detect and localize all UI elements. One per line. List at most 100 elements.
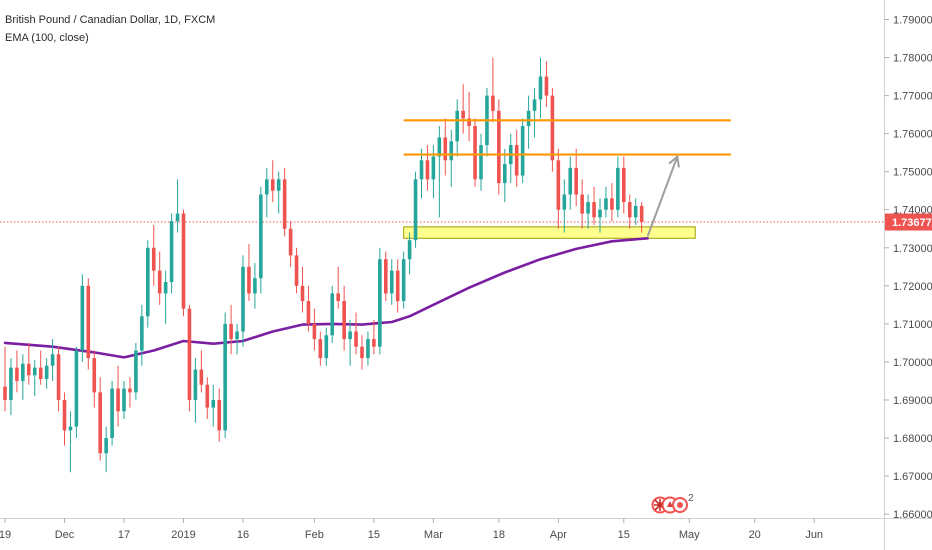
candle[interactable] (32, 360, 37, 397)
candle[interactable] (604, 186, 608, 218)
candle[interactable] (157, 251, 162, 305)
candle[interactable] (276, 171, 281, 214)
candle[interactable] (169, 213, 174, 294)
news-badge-layer[interactable]: 2 (651, 493, 695, 514)
candle[interactable] (199, 350, 204, 393)
candle[interactable] (348, 320, 352, 366)
candle[interactable] (223, 312, 227, 439)
candle[interactable] (151, 224, 156, 286)
candle[interactable] (461, 84, 465, 134)
candle[interactable] (366, 331, 370, 366)
candle[interactable] (627, 194, 632, 229)
candle[interactable] (467, 91, 471, 142)
candle[interactable] (336, 266, 340, 309)
candle[interactable] (497, 99, 501, 195)
candle[interactable] (318, 331, 323, 366)
candle[interactable] (395, 259, 400, 313)
candle[interactable] (80, 274, 85, 362)
candle[interactable] (229, 304, 233, 355)
candle[interactable] (187, 304, 192, 412)
candle[interactable] (205, 377, 210, 419)
candle[interactable] (491, 57, 495, 123)
candle[interactable] (122, 380, 126, 419)
candle[interactable] (146, 240, 150, 328)
candle[interactable] (9, 358, 13, 416)
candle[interactable] (330, 285, 335, 343)
candle[interactable] (378, 247, 382, 355)
candle[interactable] (104, 426, 108, 473)
support-zone[interactable] (403, 226, 696, 239)
candle[interactable] (449, 129, 454, 187)
candle[interactable] (140, 304, 144, 366)
candle[interactable] (639, 202, 644, 233)
y-axis[interactable]: 1.790001.780001.770001.760001.750001.740… (884, 15, 932, 522)
candle[interactable] (270, 160, 275, 203)
candle[interactable] (128, 377, 132, 408)
candle[interactable] (342, 285, 346, 351)
candle[interactable] (574, 148, 578, 206)
candle[interactable] (633, 198, 638, 225)
candle[interactable] (247, 243, 251, 302)
candle[interactable] (384, 251, 388, 302)
candle[interactable] (520, 118, 525, 184)
candle[interactable] (538, 57, 543, 119)
candle[interactable] (288, 221, 293, 267)
candle[interactable] (56, 346, 61, 412)
candle[interactable] (526, 95, 531, 149)
candle[interactable] (401, 251, 406, 309)
candle[interactable] (562, 179, 567, 233)
candle[interactable] (253, 263, 257, 309)
candle[interactable] (193, 358, 198, 423)
candle[interactable] (175, 179, 180, 233)
candle[interactable] (324, 327, 329, 366)
candle[interactable] (556, 148, 561, 229)
candle[interactable] (372, 320, 376, 355)
candle[interactable] (514, 129, 519, 187)
candle[interactable] (437, 126, 442, 218)
candle[interactable] (50, 339, 55, 381)
candle[interactable] (550, 87, 555, 172)
candle[interactable] (74, 346, 79, 439)
candle[interactable] (217, 388, 221, 442)
candle[interactable] (473, 118, 477, 187)
candle[interactable] (294, 247, 299, 294)
candle[interactable] (580, 179, 584, 229)
candle[interactable] (598, 198, 602, 233)
candle[interactable] (586, 194, 590, 229)
candle[interactable] (86, 278, 91, 370)
candle[interactable] (38, 350, 43, 385)
candle[interactable] (110, 380, 114, 446)
candle[interactable] (241, 255, 245, 347)
candle[interactable] (354, 312, 358, 355)
candle[interactable] (134, 342, 138, 400)
candle[interactable] (300, 266, 305, 313)
candle[interactable] (3, 346, 7, 412)
candle[interactable] (425, 145, 430, 191)
candle[interactable] (92, 350, 97, 408)
candle[interactable] (443, 118, 448, 176)
candle[interactable] (610, 183, 614, 222)
candle[interactable] (479, 133, 483, 191)
candle[interactable] (532, 87, 537, 138)
x-axis[interactable]: 19 Dec 17 2019 16 Feb 15 Mar 18 Apr 15 May 20 Jun (0, 518, 823, 541)
candle[interactable] (503, 148, 507, 203)
candle[interactable] (98, 377, 102, 461)
candle[interactable] (306, 285, 311, 332)
candle[interactable] (44, 358, 49, 389)
candle[interactable] (259, 186, 263, 294)
candle[interactable] (389, 259, 394, 305)
candle[interactable] (616, 156, 620, 218)
candle[interactable] (68, 411, 73, 473)
candle[interactable] (163, 270, 168, 324)
candle[interactable] (455, 99, 459, 157)
candle[interactable] (116, 365, 120, 427)
candle[interactable] (413, 171, 418, 248)
candle[interactable] (282, 167, 287, 237)
candle[interactable] (360, 335, 364, 370)
candle[interactable] (544, 61, 549, 108)
projection-arrow[interactable] (646, 156, 679, 237)
candle[interactable] (265, 167, 269, 218)
candle[interactable] (21, 354, 25, 400)
candle[interactable] (15, 350, 19, 393)
